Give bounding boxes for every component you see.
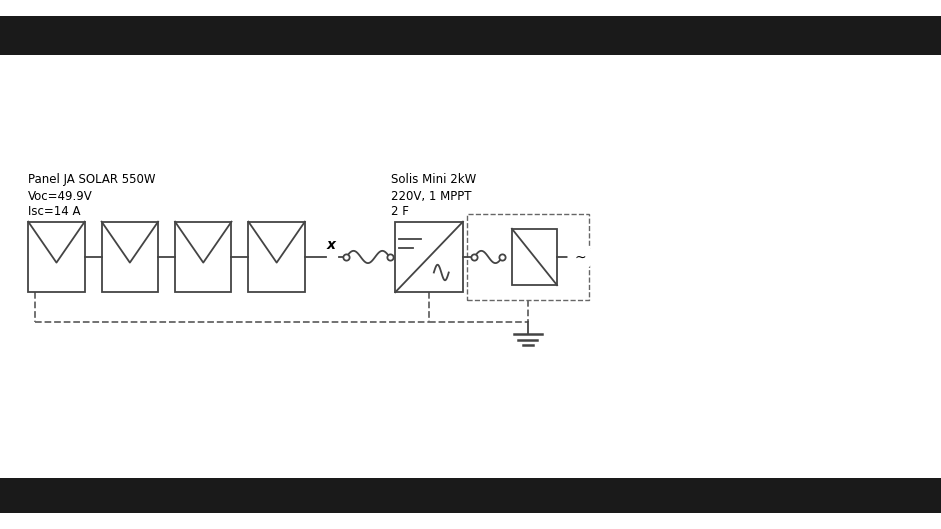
Text: Solis Mini 2kW: Solis Mini 2kW: [391, 173, 476, 186]
Bar: [28, 222, 85, 292]
Bar: [467, 214, 589, 300]
Text: 2 F: 2 F: [391, 205, 408, 218]
Bar: [0, 478, 941, 513]
Bar: [512, 229, 557, 285]
Bar: [102, 222, 158, 292]
Text: 220V, 1 MPPT: 220V, 1 MPPT: [391, 190, 471, 203]
Bar: [395, 222, 463, 292]
Bar: [248, 222, 305, 292]
Text: x: x: [327, 238, 336, 252]
Text: Panel JA SOLAR 550W: Panel JA SOLAR 550W: [28, 173, 155, 186]
Bar: [175, 222, 231, 292]
Circle shape: [568, 245, 593, 269]
Text: Isc=14 A: Isc=14 A: [28, 205, 81, 218]
Text: Voc=49.9V: Voc=49.9V: [28, 190, 93, 203]
Bar: [0, 15, 941, 55]
Text: ~: ~: [575, 251, 586, 265]
